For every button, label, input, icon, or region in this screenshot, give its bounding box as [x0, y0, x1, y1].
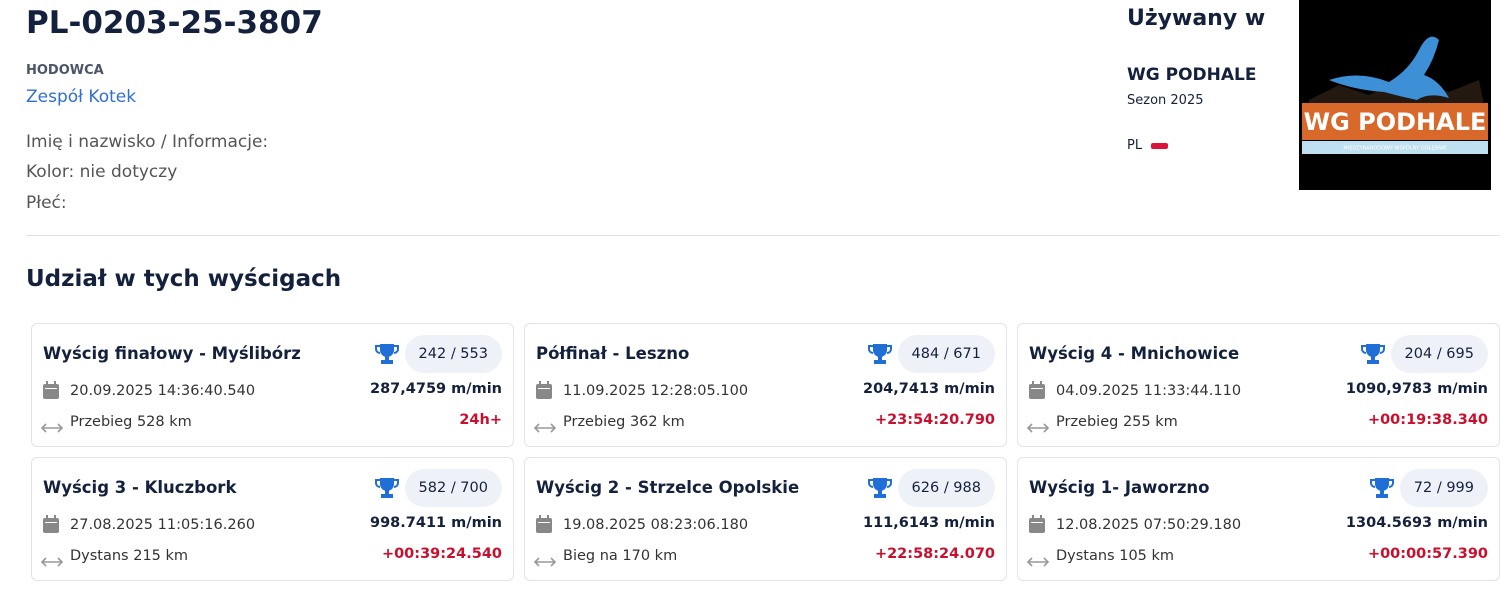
info-line: Imię i nazwisko / Informacje: — [26, 132, 269, 152]
rank: 626 / 988 — [897, 469, 995, 507]
distance-icon — [40, 418, 64, 437]
calendar-icon — [43, 515, 59, 537]
club-logo[interactable]: WG PODHALE MIĘDZYNARODOWY WSPÓLNY GOŁĘBN… — [1299, 0, 1491, 190]
used-heading: Używany w — [1127, 6, 1266, 31]
flag — [1151, 143, 1168, 149]
distance-icon — [533, 418, 557, 437]
time-diff: +00:19:38.340 — [1367, 412, 1488, 428]
speed: 1304.5693 m/min — [1345, 515, 1488, 531]
distance-icon — [40, 552, 64, 571]
time-diff: +00:39:24.540 — [381, 546, 502, 562]
speed: 1090,9783 m/min — [1345, 381, 1488, 397]
club-name[interactable]: WG PODHALE — [1127, 65, 1257, 85]
race-card[interactable]: Wyścig 3 - Kluczbork 582 / 700 27.08.2025 … — [31, 457, 514, 581]
info-line: Płeć: — [26, 193, 67, 213]
trophy-icon — [1361, 343, 1385, 369]
calendar-icon — [536, 515, 552, 537]
rank: 242 / 553 — [404, 335, 502, 373]
race-card[interactable]: Półfinał - Leszno 484 / 671 11.09.2025 12:… — [524, 323, 1007, 447]
trophy-icon — [868, 477, 892, 503]
race-name: Wyścig 4 - Mnichowice — [1029, 344, 1240, 363]
divider — [26, 235, 1500, 236]
calendar-icon — [1029, 381, 1045, 403]
race-name: Wyścig 3 - Kluczbork — [43, 478, 237, 497]
breeder-label: HODOWCA — [26, 63, 104, 78]
time-diff: +23:54:20.790 — [874, 412, 995, 428]
calendar-icon — [536, 381, 552, 403]
calendar-icon — [43, 381, 59, 403]
trophy-icon — [375, 343, 399, 369]
time-diff: +00:00:57.390 — [1367, 546, 1488, 562]
race-date: 19.08.2025 08:23:06.180 — [563, 517, 749, 533]
speed: 998.7411 m/min — [370, 515, 502, 531]
section-title: Udział w tych wyścigach — [26, 266, 342, 292]
race-date: 04.09.2025 11:33:44.110 — [1056, 383, 1242, 399]
rank: 72 / 999 — [1399, 469, 1488, 507]
race-date: 11.09.2025 12:28:05.100 — [563, 383, 749, 399]
calendar-icon — [1029, 515, 1045, 537]
race-card[interactable]: Wyścig finałowy - Myślibórz 242 / 553 20.0… — [31, 323, 514, 447]
rank: 484 / 671 — [897, 335, 995, 373]
rank: 582 / 700 — [404, 469, 502, 507]
distance: Przebieg 255 km — [1056, 414, 1178, 430]
race-card[interactable]: Wyścig 4 - Mnichowice 204 / 695 04.09.2025… — [1017, 323, 1500, 447]
race-name: Wyścig 1- Jaworzno — [1029, 478, 1210, 497]
race-card[interactable]: Wyścig 1- Jaworzno 72 / 999 12.08.2025 07:… — [1017, 457, 1500, 581]
race-date: 27.08.2025 11:05:16.260 — [70, 517, 256, 533]
country: PL — [1127, 138, 1143, 153]
distance-icon — [1026, 418, 1050, 437]
trophy-icon — [868, 343, 892, 369]
time-diff: 24h+ — [459, 412, 502, 428]
distance: Dystans 105 km — [1056, 548, 1175, 564]
trophy-icon — [375, 477, 399, 503]
race-name: Wyścig 2 - Strzelce Opolskie — [536, 478, 800, 497]
trophy-icon — [1370, 477, 1394, 503]
distance-icon — [1026, 552, 1050, 571]
time-diff: +22:58:24.070 — [874, 546, 995, 562]
race-date: 20.09.2025 14:36:40.540 — [70, 383, 256, 399]
breeder-link[interactable]: Zespół Kotek — [26, 87, 137, 107]
race-date: 12.08.2025 07:50:29.180 — [1056, 517, 1242, 533]
distance: Przebieg 362 km — [563, 414, 685, 430]
speed: 111,6143 m/min — [863, 515, 995, 531]
logo-title: WG PODHALE — [1304, 108, 1487, 136]
pigeon-id: PL-0203-25-3807 — [26, 5, 323, 41]
race-card[interactable]: Wyścig 2 - Strzelce Opolskie 626 / 988 19.… — [524, 457, 1007, 581]
info-line: Kolor: nie dotyczy — [26, 162, 178, 182]
distance-icon — [533, 552, 557, 571]
distance: Bieg na 170 km — [563, 548, 678, 564]
distance: Przebieg 528 km — [70, 414, 192, 430]
rank: 204 / 695 — [1390, 335, 1488, 373]
distance: Dystans 215 km — [70, 548, 189, 564]
season: Sezon 2025 — [1127, 93, 1204, 108]
logo-subtitle: MIĘDZYNARODOWY WSPÓLNY GOŁĘBNIK — [1343, 145, 1447, 152]
speed: 287,4759 m/min — [370, 381, 502, 397]
speed: 204,7413 m/min — [863, 381, 995, 397]
race-name: Półfinał - Leszno — [536, 344, 690, 363]
race-name: Wyścig finałowy - Myślibórz — [43, 344, 301, 363]
